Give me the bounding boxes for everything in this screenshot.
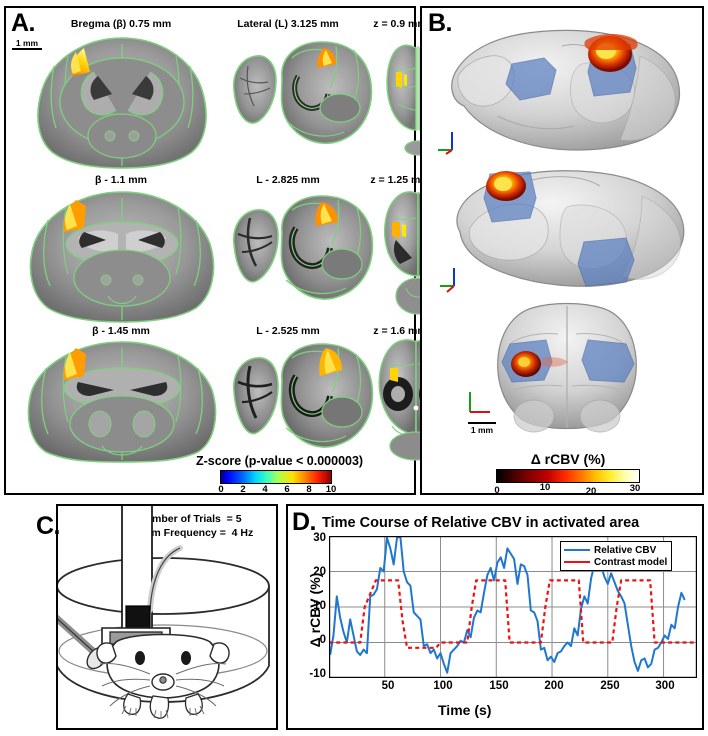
panel-b: B. [420,6,704,497]
zscore-colorbar-title: Z-score (p-value < 0.000003) [196,454,364,468]
slice-label-axial-3: z = 1.6 mm [373,325,427,337]
panel-a-scale-bar-line [12,48,42,50]
panel-c-label: C. [36,512,61,540]
chart-y-tick-0: 0 [319,634,326,646]
chart-gridlines [329,536,697,678]
brain-3d-view-dorsal [462,300,672,440]
zscore-tick-4: 8 [306,484,312,495]
brain-3d-view-lateral-oblique [434,20,696,160]
chart-title: Time Course of Relative CBV in activated… [322,515,640,531]
slice-label-sagittal-1: Lateral (L) 3.125 mm [237,18,339,30]
slice-label-sagittal-3: L - 2.525 mm [256,325,320,337]
slice-label-coronal-1: Bregma (β) 0.75 mm [70,18,172,30]
panel-d-label: D. [292,508,317,536]
chart-series-1 [329,580,697,647]
legend-swatch-relative-cbv [564,549,590,551]
panel-a-scale-bar: 1 mm [12,38,42,50]
panel-b-scale-bar-line [468,422,496,424]
chart-x-tick-300: 300 [655,680,675,692]
rcbv-colorbar-ticks: 0 10 20 30 [478,482,658,497]
rcbv-colorbar-title: Δ rCBV (%) [530,451,606,467]
zscore-tick-0: 0 [218,484,224,495]
panel-d: D. Time Course of Relative CBV in activa… [286,504,704,730]
brain-slice-coronal-1 [24,32,220,172]
chart-legend: Relative CBV Contrast model [560,541,673,571]
chart-y-tick-m10: -10 [309,668,326,680]
legend-label-relative-cbv: Relative CBV [594,544,657,556]
rcbv-colorbar-gradient [496,469,640,483]
chart-series-0 [330,537,685,673]
brain-slice-sagittal-3 [224,338,376,464]
rcbv-colorbar: Δ rCBV (%) 0 10 20 30 [478,451,658,497]
slice-label-axial-1: z = 0.9 mm [373,18,427,30]
zscore-colorbar-ticks: 0 2 4 6 8 10 [196,484,356,498]
panel-b-scale-bar-text: 1 mm [470,425,494,435]
chart-y-tick-30: 30 [313,532,326,544]
zscore-tick-5: 10 [325,484,337,495]
zscore-tick-2: 4 [262,484,268,495]
zscore-colorbar-gradient [220,470,332,484]
chart-x-axis-label: Time (s) [438,702,492,718]
rcbv-tick-3: 30 [629,483,641,494]
chart-x-tick-50: 50 [381,680,395,692]
slice-label-axial-2: z = 1.25 mm [370,174,430,186]
chart-y-tick-10: 10 [313,600,326,612]
chart-x-tick-250: 250 [600,680,620,692]
brain-slice-sagittal-2 [226,188,376,324]
mouse-setup-illustration [58,506,276,728]
brain-slice-sagittal-1 [226,32,376,172]
panel-a: A. 1 mm Bregma (β) 0.75 mm Lateral (L) 3… [4,6,454,498]
chart-x-tick-200: 200 [544,680,564,692]
zscore-colorbar: Z-score (p-value < 0.000003) 0 2 4 6 8 1… [196,454,364,498]
slice-label-coronal-2: β - 1.1 mm [95,174,147,186]
legend-item-contrast-model: Contrast model [564,556,667,568]
panel-a-label: A. [11,9,36,37]
brain-3d-view-lateral [434,160,696,300]
zscore-tick-3: 6 [284,484,290,495]
legend-swatch-contrast-model [564,561,590,563]
rcbv-tick-0: 0 [494,485,500,496]
panel-b-scale-bar: 1 mm [468,422,496,435]
chart-x-tick-150: 150 [489,680,509,692]
rcbv-tick-1: 10 [539,482,551,493]
panel-c: C. Number of Trials = 5 Stim Frequency =… [36,504,278,730]
zscore-tick-1: 2 [240,484,246,495]
brain-slice-coronal-2 [20,188,224,324]
brain-slice-coronal-3 [18,338,226,464]
panel-b-label: B. [428,9,453,37]
slice-label-sagittal-2: L - 2.825 mm [256,174,320,186]
rcbv-tick-2: 20 [585,486,597,497]
chart-y-tick-20: 20 [313,566,326,578]
chart-x-tick-100: 100 [433,680,453,692]
legend-item-relative-cbv: Relative CBV [564,544,667,556]
panel-a-scale-bar-text: 1 mm [15,38,39,48]
legend-label-contrast-model: Contrast model [594,556,668,568]
slice-label-coronal-3: β - 1.45 mm [92,325,150,337]
